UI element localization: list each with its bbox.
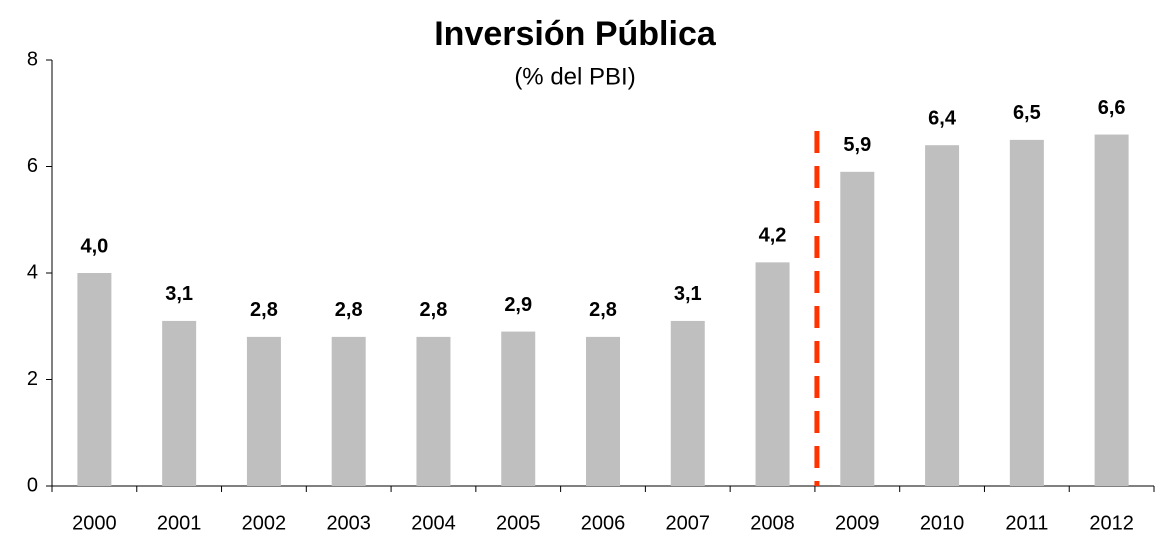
- x-tick-label: 2009: [835, 512, 880, 534]
- value-label: 6,4: [928, 107, 957, 129]
- bar: [1094, 134, 1129, 487]
- y-tick-label: 0: [27, 474, 38, 496]
- chart-title: Inversión Pública: [434, 15, 717, 53]
- chart-subtitle: (% del PBI): [514, 63, 635, 90]
- value-label: 3,1: [674, 283, 702, 305]
- y-tick-label: 2: [27, 368, 38, 390]
- value-label: 2,8: [250, 299, 278, 321]
- bar: [416, 336, 451, 486]
- bar: [77, 273, 112, 486]
- x-tick-label: 2000: [72, 512, 117, 534]
- bar: [755, 262, 790, 486]
- x-tick-label: 2012: [1089, 512, 1134, 534]
- value-label: 2,9: [504, 294, 532, 316]
- x-tick-label: 2007: [666, 512, 711, 534]
- bar: [331, 336, 366, 486]
- bar: [501, 331, 536, 486]
- y-tick-label: 4: [27, 261, 38, 283]
- x-tick-label: 2006: [581, 512, 626, 534]
- value-label: 6,6: [1098, 97, 1126, 119]
- bar: [162, 320, 197, 486]
- x-tick-label: 2011: [1005, 512, 1048, 534]
- y-tick-label: 8: [27, 48, 38, 70]
- bar: [840, 171, 875, 486]
- bar: [670, 320, 705, 486]
- x-tick-label: 2004: [411, 512, 456, 534]
- value-label: 5,9: [843, 134, 871, 156]
- x-tick-label: 2002: [242, 512, 287, 534]
- value-label: 4,2: [759, 225, 787, 247]
- y-tick-label: 6: [27, 155, 38, 177]
- value-label: 2,8: [335, 299, 363, 321]
- bar: [246, 336, 281, 486]
- x-tick-label: 2005: [496, 512, 541, 534]
- value-label: 6,5: [1013, 102, 1041, 124]
- x-tick-label: 2010: [920, 512, 965, 534]
- value-label: 2,8: [420, 299, 448, 321]
- x-tick-label: 2003: [326, 512, 371, 534]
- bar: [925, 145, 960, 486]
- x-tick-label: 2008: [750, 512, 795, 534]
- bar: [1009, 139, 1044, 486]
- value-label: 3,1: [165, 283, 193, 305]
- bar: [586, 336, 620, 486]
- value-label: 4,0: [80, 235, 108, 257]
- x-tick-label: 2001: [157, 512, 202, 534]
- value-label: 2,8: [589, 299, 617, 321]
